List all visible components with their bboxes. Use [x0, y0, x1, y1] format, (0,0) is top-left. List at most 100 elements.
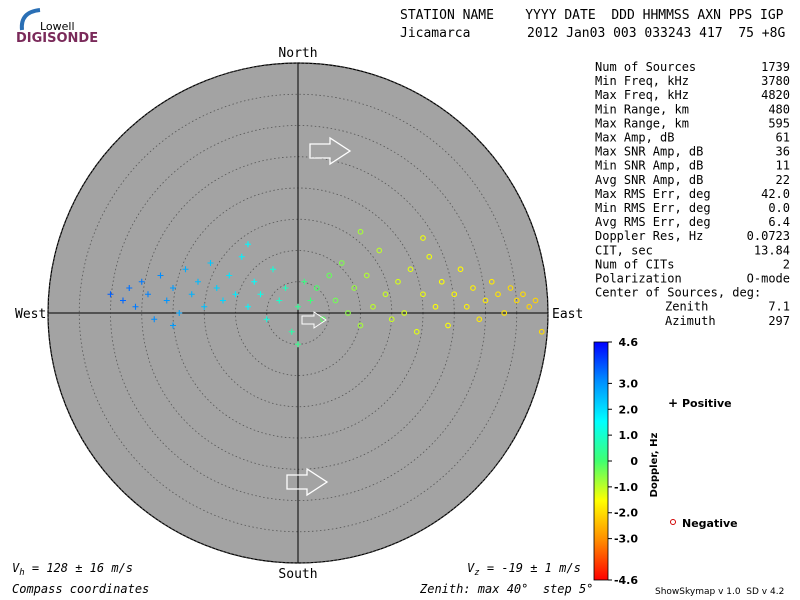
header-columns: STATION NAME YYYY DATE DDD HHMMSS AXN PP…	[400, 8, 784, 23]
stat-value: 6.4	[768, 215, 790, 229]
vh-symbol: V	[12, 561, 20, 575]
stat-value: 7.1	[768, 300, 790, 314]
colorbar-tick-label: 0	[630, 455, 638, 468]
source-positive	[245, 303, 251, 310]
source-positive	[276, 297, 283, 304]
stat-label: Max Range, km	[595, 116, 689, 130]
source-positive	[295, 303, 301, 310]
colorbar-tick-label: 1.0	[619, 429, 639, 442]
source-negative	[413, 328, 420, 335]
source-negative	[388, 316, 395, 323]
source-positive	[207, 260, 214, 266]
flow-arrow	[309, 136, 352, 166]
stat-value: 0.0	[768, 201, 790, 215]
source-positive	[295, 341, 301, 348]
vz-subscript: z	[474, 568, 479, 578]
stat-value: 42.0	[761, 187, 790, 201]
stat-label: Min SNR Amp, dB	[595, 159, 703, 173]
source-negative	[345, 310, 351, 316]
source-positive	[182, 266, 189, 273]
colorbar-tick-label: 2.0	[619, 403, 639, 416]
source-negative	[438, 278, 445, 285]
source-positive	[120, 297, 126, 304]
source-positive	[232, 291, 239, 298]
source-negative	[395, 278, 401, 285]
source-positive	[170, 285, 176, 291]
stat-label: Min RMS Err, deg	[595, 201, 711, 215]
colorbar-tick-label: -1.0	[614, 481, 638, 494]
source-positive	[213, 285, 220, 291]
source-positive	[201, 303, 208, 310]
stat-label: CIT, sec	[595, 243, 653, 257]
stat-value: O-mode	[747, 272, 790, 286]
coords-note: Compass coordinates	[12, 582, 149, 596]
stat-value: 4820	[761, 88, 790, 102]
source-negative	[526, 303, 533, 310]
stat-label: Azimuth	[665, 314, 716, 328]
stat-value: 297	[768, 314, 790, 328]
source-negative	[520, 291, 526, 298]
source-positive	[126, 285, 133, 291]
zenith-note: Zenith: max 40° step 5°	[419, 582, 593, 596]
vz-text: Vz = -19 ± 1 m/s	[467, 561, 581, 578]
source-negative	[457, 266, 464, 273]
source-negative	[332, 297, 339, 304]
colorbar-tick-label: -3.0	[614, 533, 638, 546]
source-positive	[176, 310, 183, 316]
compass-south: South	[278, 567, 317, 582]
stat-label: Avg SNR Amp, dB	[595, 173, 703, 187]
source-negative	[445, 322, 451, 329]
vh-text: Vh = 128 ± 16 m/s	[12, 561, 133, 578]
source-positive	[263, 316, 270, 323]
source-positive	[163, 297, 170, 304]
stat-value: 3780	[761, 74, 790, 88]
source-negative	[363, 272, 370, 279]
source-negative	[426, 253, 433, 260]
stat-value: 0.0723	[747, 229, 790, 243]
source-positive	[107, 291, 114, 298]
source-negative	[463, 303, 470, 310]
source-negative	[470, 285, 476, 291]
source-positive	[270, 266, 276, 273]
source-negative	[338, 260, 345, 266]
source-negative	[488, 278, 495, 285]
source-negative	[420, 235, 426, 241]
source-negative	[357, 322, 364, 329]
stat-value: 480	[768, 102, 790, 116]
legend-negative-marker	[670, 519, 676, 525]
flow-arrow	[301, 311, 327, 329]
logo-product: DIGISONDE	[16, 31, 98, 46]
source-negative	[538, 328, 545, 335]
stat-label: Min Range, km	[595, 102, 689, 116]
compass-east: East	[552, 307, 583, 322]
legend-positive: Positive	[682, 397, 732, 410]
source-negative	[507, 285, 514, 291]
stat-value: 11	[776, 159, 790, 173]
stat-label: Avg RMS Err, deg	[595, 215, 711, 229]
source-positive	[257, 291, 264, 298]
stat-value: 1739	[761, 60, 790, 74]
stat-label: Polarization	[595, 272, 682, 286]
stat-value: 13.84	[754, 243, 790, 257]
source-negative	[407, 266, 414, 273]
source-negative	[382, 291, 389, 298]
source-negative	[370, 303, 376, 310]
source-negative	[482, 297, 489, 304]
legend-negative: Negative	[682, 517, 738, 530]
flow-arrow	[286, 467, 329, 497]
source-negative	[401, 310, 408, 316]
source-negative	[532, 297, 539, 304]
source-negative	[432, 303, 439, 310]
vh-value: = 128 ± 16 m/s	[25, 561, 133, 575]
stat-value: 595	[768, 116, 790, 130]
source-positive	[220, 297, 226, 304]
source-negative	[501, 310, 508, 316]
compass-north: North	[278, 46, 317, 61]
stat-label: Num of Sources	[595, 60, 696, 74]
source-negative	[420, 291, 426, 298]
stat-label: Zenith	[665, 300, 708, 314]
colorbar-tick-label: -4.6	[614, 574, 638, 587]
stat-label: Max SNR Amp, dB	[595, 145, 703, 159]
